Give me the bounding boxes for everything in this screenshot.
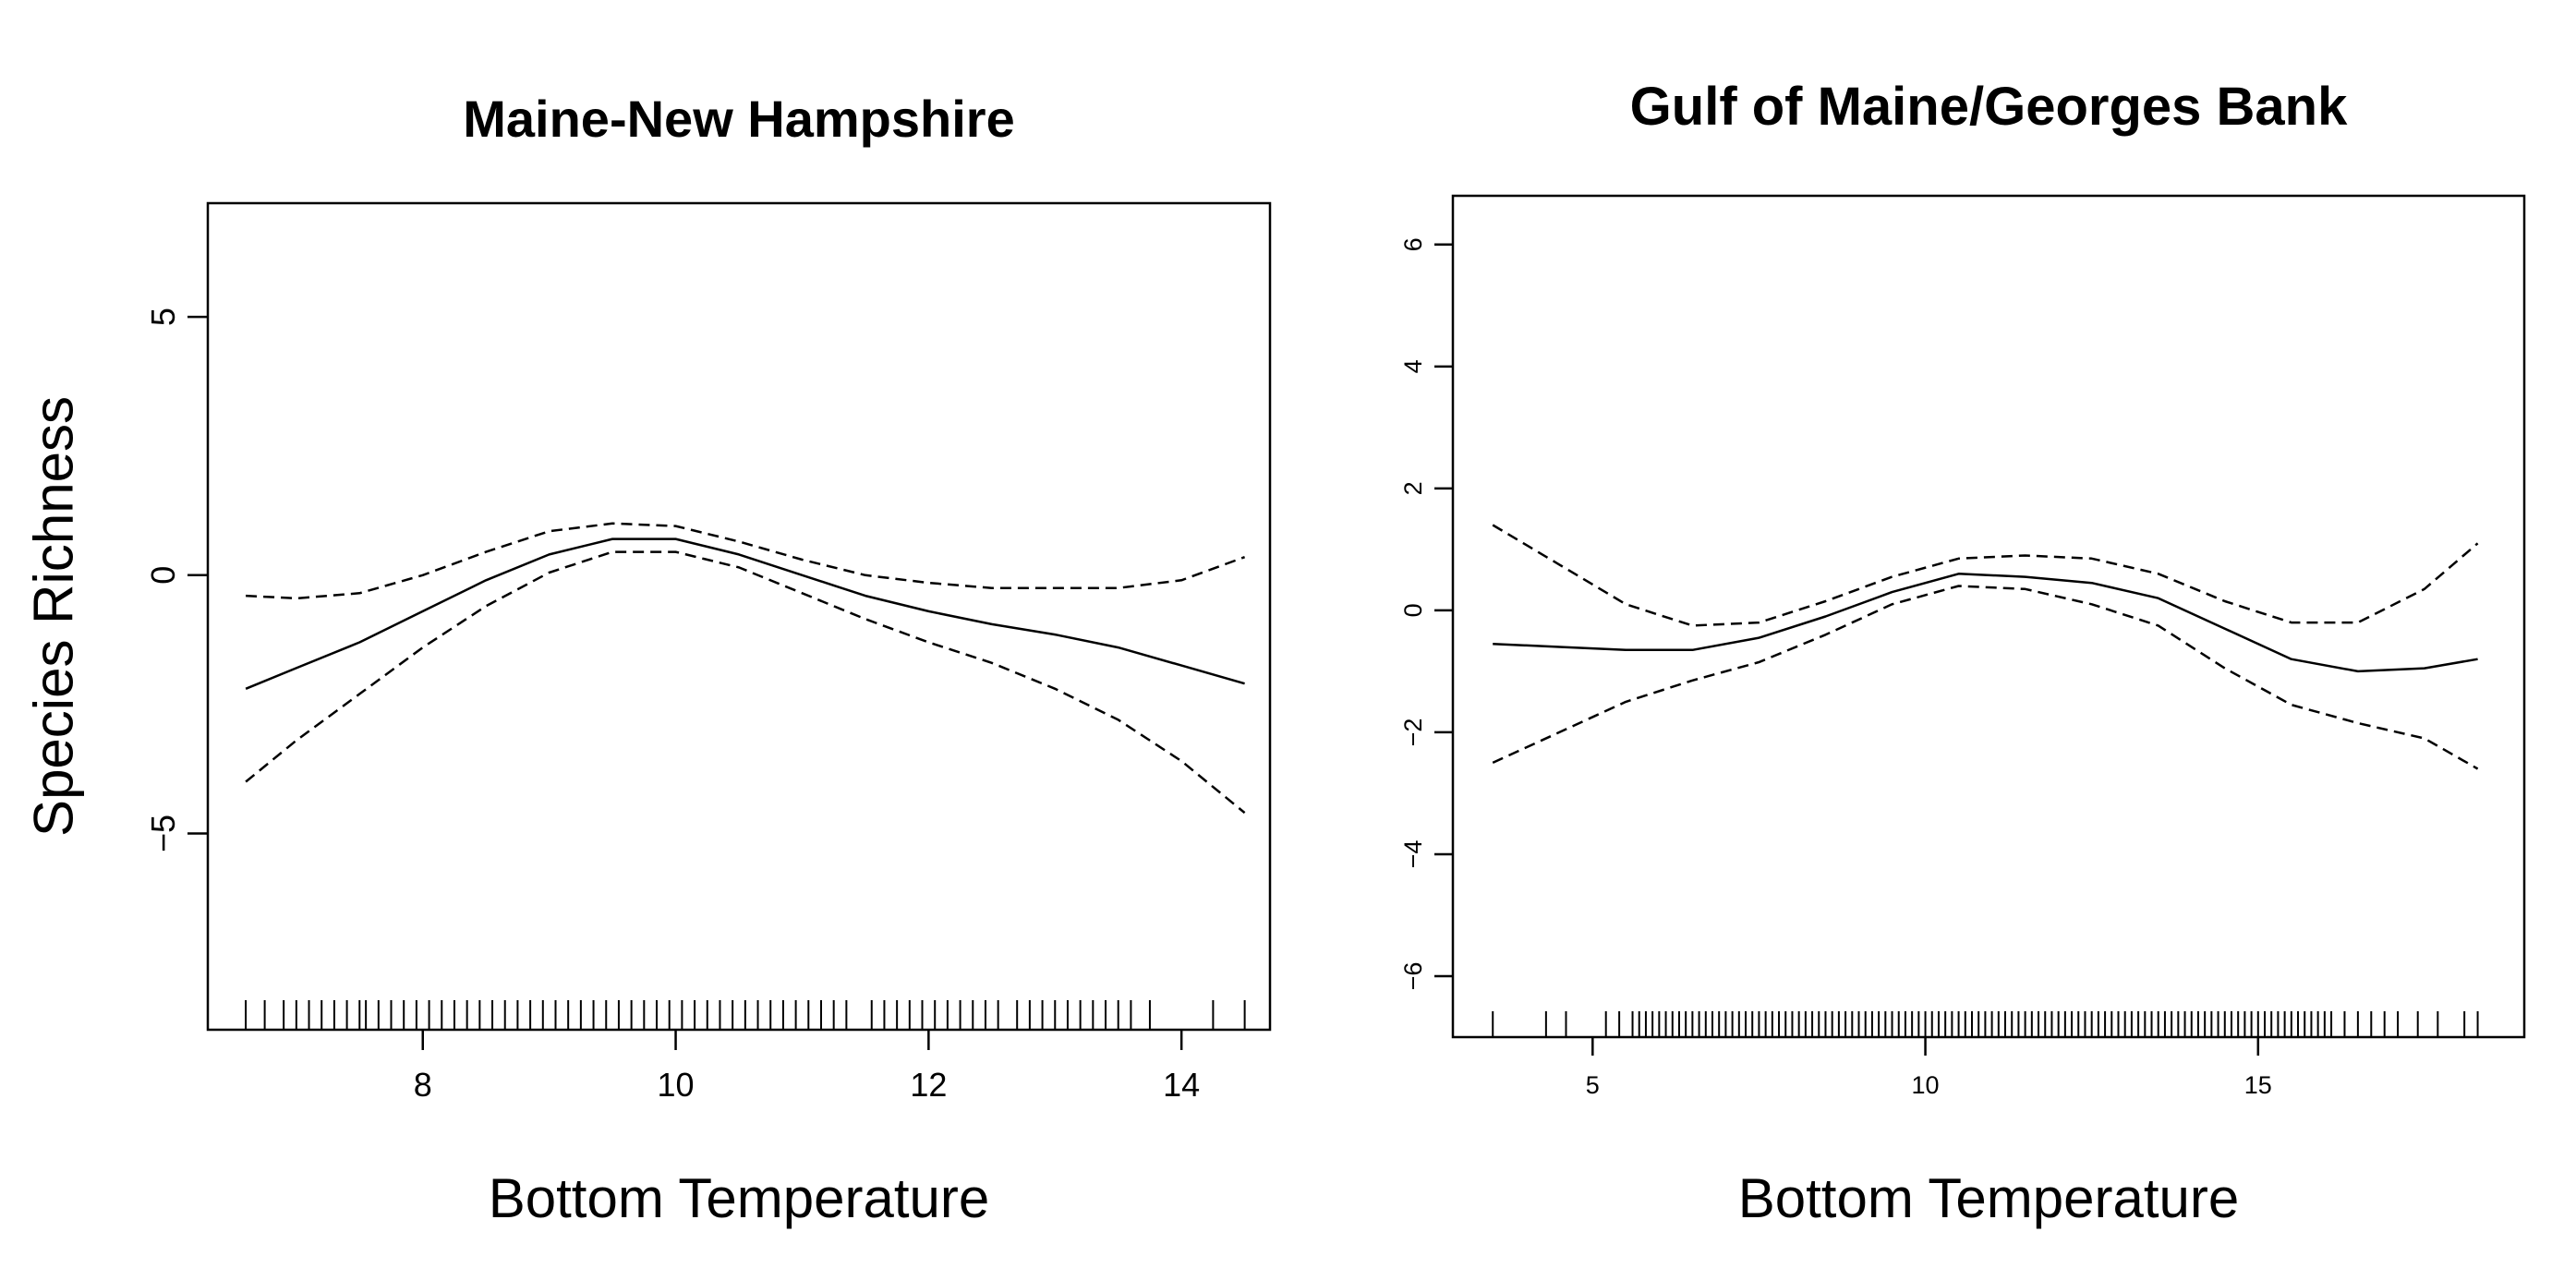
y-tick-label: 5 <box>144 308 182 326</box>
x-tick-label: 14 <box>1163 1066 1200 1104</box>
plot-frame <box>1451 194 2526 1039</box>
x-tick-label: 10 <box>1912 1071 1940 1099</box>
x-tick-label: 12 <box>910 1066 947 1104</box>
chart-maine-new-hampshire: Maine-New Hampshire 8 10 12 14 −5 0 5 Bottom Tem… <box>23 90 1272 1229</box>
y-tick-label: −5 <box>144 815 182 852</box>
x-axis-label: Bottom Temperature <box>489 1167 990 1229</box>
x-tick-label: 15 <box>2244 1071 2272 1099</box>
chart-title: Gulf of Maine/Georges Bank <box>1630 77 2348 137</box>
x-tick-label: 8 <box>414 1066 432 1104</box>
x-axis-label: Bottom Temperature <box>1738 1167 2240 1229</box>
y-tick-label: 2 <box>1399 481 1427 495</box>
y-tick-label: −6 <box>1399 962 1427 991</box>
rug-plot <box>245 1000 1246 1030</box>
y-axis: −6 −4 −2 0 2 4 6 <box>1399 237 1453 990</box>
rug-plot <box>1492 1011 2479 1037</box>
lower-ci-line <box>245 550 1246 815</box>
fit-line <box>245 537 1245 690</box>
y-tick-label: 6 <box>1399 237 1427 251</box>
upper-ci-line <box>246 522 1246 600</box>
y-axis-label: Species Richness <box>23 396 85 837</box>
upper-ci-line <box>1492 524 2479 627</box>
plot-frame <box>206 201 1272 1032</box>
chart-gulf-of-maine-georges-bank: Gulf of Maine/Georges Bank 5 10 15 −6 −4 −2 0 2 4… <box>1399 77 2526 1229</box>
x-tick-label: 10 <box>658 1066 695 1104</box>
y-tick-label: 0 <box>144 566 182 585</box>
y-tick-label: 0 <box>1399 603 1427 617</box>
lower-ci-line <box>1492 585 2479 770</box>
x-axis: 8 10 12 14 <box>414 1030 1200 1104</box>
y-tick-label: −2 <box>1399 719 1427 747</box>
y-tick-label: −4 <box>1399 840 1427 869</box>
fit-line <box>1493 573 2478 673</box>
x-tick-label: 5 <box>1586 1071 1600 1099</box>
y-axis: −5 0 5 <box>144 308 208 852</box>
y-tick-label: 4 <box>1399 359 1427 373</box>
x-axis: 5 10 15 <box>1586 1037 2272 1099</box>
chart-title: Maine-New Hampshire <box>463 90 1015 148</box>
